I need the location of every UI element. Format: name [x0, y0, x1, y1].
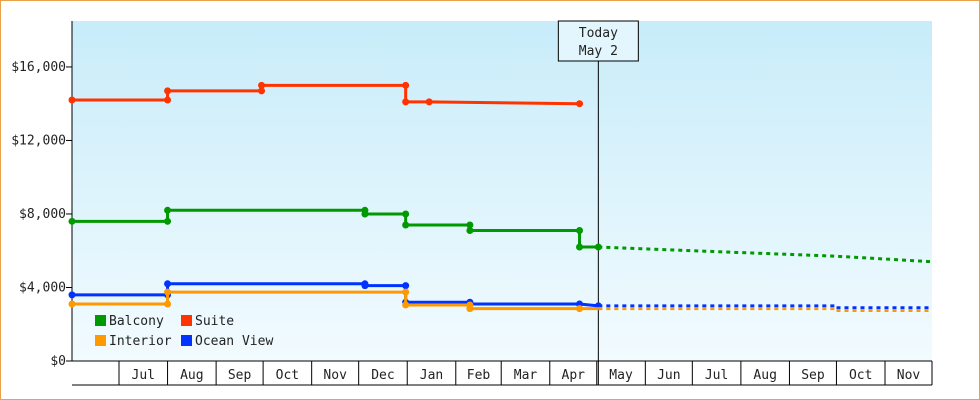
x-tick-label: Nov	[897, 368, 921, 383]
legend-label: Ocean View	[195, 334, 273, 349]
x-tick-label: Aug	[753, 368, 776, 383]
data-point	[466, 305, 474, 313]
today-marker: Today May 2	[557, 20, 639, 385]
x-tick-label: Jul	[132, 368, 155, 383]
x-tick-label: Oct	[849, 368, 872, 383]
y-tick-label: $12,000	[11, 133, 66, 148]
data-point	[594, 243, 602, 251]
legend-label: Interior	[109, 334, 172, 349]
legend-swatch	[95, 335, 106, 346]
data-point	[402, 301, 410, 309]
y-axis: $0 $4,000 $8,000 $12,000 $16,000	[11, 21, 73, 369]
x-tick-label: Aug	[180, 368, 203, 383]
x-tick-label: Jun	[657, 368, 680, 383]
x-tick-label: Jul	[705, 368, 728, 383]
data-point	[576, 227, 584, 235]
legend-swatch	[181, 335, 192, 346]
y-tick-label: $0	[50, 354, 66, 369]
data-point	[164, 288, 172, 296]
x-tick-label: Apr	[562, 368, 586, 383]
y-tick-label: $16,000	[11, 60, 66, 75]
data-point	[361, 282, 369, 290]
x-tick-label: Mar	[514, 368, 538, 383]
x-tick-label: Oct	[276, 368, 299, 383]
legend-label: Balcony	[109, 314, 164, 329]
data-point	[361, 210, 369, 218]
data-point	[425, 98, 433, 106]
legend: Balcony Suite Interior Ocean View	[95, 314, 273, 349]
series-balcony	[68, 206, 933, 264]
x-tick-label: Sep	[801, 368, 825, 383]
data-point	[68, 96, 76, 104]
data-point	[576, 305, 584, 313]
data-point	[164, 206, 172, 214]
data-point	[576, 100, 584, 108]
data-point	[402, 282, 410, 290]
x-tick-label: May	[609, 368, 633, 383]
data-point	[68, 300, 76, 308]
data-point	[402, 98, 410, 106]
today-box	[557, 20, 639, 62]
data-point	[164, 87, 172, 95]
data-point	[402, 221, 410, 229]
data-point	[466, 221, 474, 229]
data-point	[402, 288, 410, 296]
today-date: May 2	[579, 44, 618, 59]
x-tick-label: Dec	[371, 368, 394, 383]
data-point	[68, 217, 76, 225]
data-point	[164, 217, 172, 225]
data-point	[402, 81, 410, 89]
x-axis: Jul Aug Sep Oct Nov Dec Jan Feb Mar Apr May Jun Jul A…	[72, 360, 933, 386]
legend-swatch	[181, 315, 192, 326]
data-point	[68, 291, 76, 299]
y-tick-label: $4,000	[19, 280, 66, 295]
data-point	[164, 300, 172, 308]
data-point	[402, 210, 410, 218]
data-point	[164, 96, 172, 104]
x-tick-label: Nov	[323, 368, 347, 383]
y-tick-label: $8,000	[19, 207, 66, 222]
data-point	[258, 87, 266, 95]
data-point	[466, 227, 474, 235]
legend-label: Suite	[195, 314, 234, 329]
data-point	[576, 243, 584, 251]
data-point	[164, 280, 172, 288]
today-label: Today	[579, 26, 618, 41]
x-tick-label: Feb	[467, 368, 491, 383]
x-tick-label: Sep	[228, 368, 252, 383]
series-layer	[68, 81, 933, 313]
legend-swatch	[95, 315, 106, 326]
series-interior	[68, 288, 932, 313]
x-tick-label: Jan	[420, 368, 443, 383]
series-suite	[68, 81, 584, 108]
data-point	[258, 81, 266, 89]
